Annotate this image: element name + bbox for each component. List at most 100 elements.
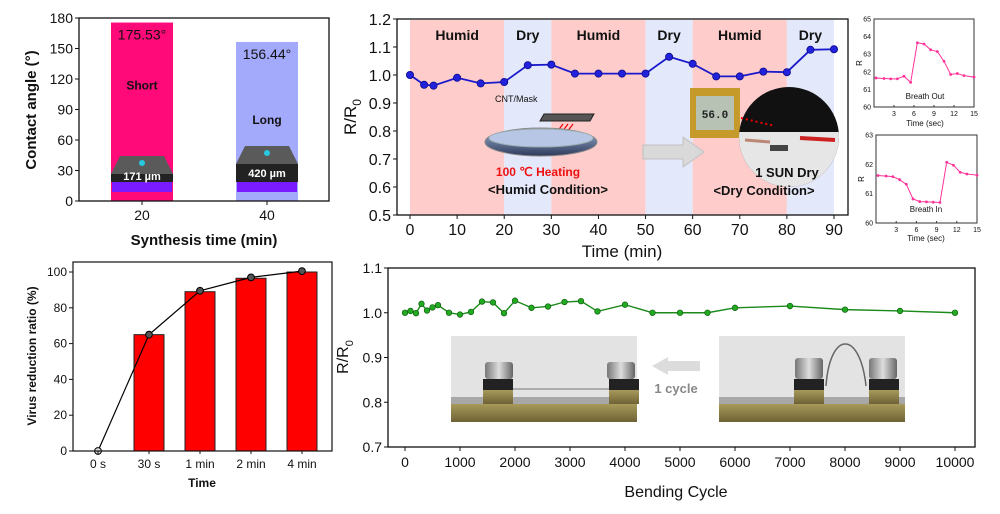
region-label: Humid <box>435 27 479 43</box>
y-tick-label: 0.6 <box>369 180 391 197</box>
left-arrow-icon <box>652 357 700 375</box>
y-tick-label: 0.7 <box>363 439 383 455</box>
x-tick-label: 20 <box>495 222 513 239</box>
y-axis-title: R <box>855 60 864 66</box>
x-tick-label: 9000 <box>884 454 915 470</box>
x-tick-label: 5000 <box>664 454 695 470</box>
breath-out-label: Breath Out <box>906 92 945 101</box>
y-tick-label: 30 <box>57 163 73 179</box>
data-point <box>434 301 442 309</box>
x-tick-label: 0 <box>401 454 409 470</box>
contact-angle-chart: 175.53° Short 156.44° Long 171 µm 420 µm 0 30… <box>23 10 330 249</box>
breath-out-chart: 60 61 62 63 64 65 3 6 9 12 15 Breath Out Time (sec… <box>855 17 978 129</box>
y-tick-label: 100 <box>47 265 67 279</box>
data-point <box>731 304 739 311</box>
y-tick-label: 0.9 <box>369 96 391 113</box>
substrate-layer <box>112 182 172 192</box>
data-point <box>429 81 438 90</box>
region-label: Dry <box>657 27 681 43</box>
condition-region <box>645 20 693 215</box>
plot-frame <box>72 261 333 452</box>
x-tick-label: 0 <box>406 222 415 239</box>
data-point <box>962 74 966 78</box>
y-tick-label: 60 <box>863 105 871 112</box>
data-point <box>915 41 919 45</box>
x-tick-label: 3000 <box>554 454 585 470</box>
y-tick-label: 0.5 <box>369 208 391 225</box>
y-tick-label: 180 <box>50 10 74 26</box>
x-axis-title: Synthesis time (min) <box>131 232 278 249</box>
data-point <box>935 50 939 53</box>
x-tick-label: 6 <box>912 111 916 118</box>
data-point <box>909 80 913 84</box>
data-point <box>467 308 475 316</box>
data-point <box>621 301 629 308</box>
multimeter-photo: 56.0 <box>690 88 740 138</box>
data-point <box>929 48 933 52</box>
y-tick-label: 63 <box>865 133 873 140</box>
x-tick-label: 12 <box>950 111 958 118</box>
y-tick-label: 65 <box>863 17 871 24</box>
x-tick-label: 60 <box>684 222 702 239</box>
x-axis-title: Time <box>188 476 216 490</box>
y-tick-label: 64 <box>863 34 871 41</box>
data-point <box>782 68 791 77</box>
data-point <box>898 178 901 181</box>
data-point <box>547 60 556 69</box>
cycle-label: 1 cycle <box>654 381 697 396</box>
right-arrow-icon <box>642 136 705 168</box>
data-point <box>429 304 436 311</box>
bar-name-label: Long <box>252 113 281 127</box>
x-axis-title: Time (min) <box>582 242 663 261</box>
data-point <box>704 309 711 316</box>
x-tick-label: 0 s <box>90 457 106 471</box>
data-point <box>500 310 508 317</box>
bar <box>184 291 216 452</box>
flat-device-photo <box>451 336 639 422</box>
data-point <box>298 267 306 276</box>
y-tick-label: 62 <box>863 69 871 76</box>
data-point <box>955 72 959 75</box>
data-point <box>544 303 552 310</box>
bending-cycle-chart: 1 cycle 0.7 0.8 0.9 1.0 1.1 0 1000 2000 3000 4000… <box>335 260 976 501</box>
data-point <box>895 77 899 81</box>
data-point <box>949 73 953 76</box>
sun-dry-label: 1 SUN Dry <box>755 165 819 180</box>
humid-condition-label: <Humid Condition> <box>488 182 608 197</box>
y-axis-title: Contact angle (°) <box>23 50 40 169</box>
data-point <box>922 42 926 46</box>
data-point <box>945 160 949 164</box>
data-point <box>830 45 839 54</box>
data-point <box>889 77 893 81</box>
series-line <box>409 48 835 87</box>
data-point <box>641 69 650 78</box>
x-tick-label: 2 min <box>236 457 265 471</box>
x-tick-label: 2000 <box>499 454 530 470</box>
mask-label: CNT/Mask <box>495 94 538 104</box>
data-point <box>902 74 906 78</box>
x-axis-title: Bending Cycle <box>624 484 727 501</box>
y-tick-label: 20 <box>54 408 68 422</box>
y-tick-label: 0 <box>65 193 73 209</box>
data-point <box>476 79 485 88</box>
data-point <box>412 310 420 317</box>
data-point <box>925 200 928 204</box>
svg-text:56.0: 56.0 <box>702 110 728 122</box>
bar <box>133 334 165 452</box>
bar <box>286 271 318 452</box>
x-tick-label: 9 <box>935 227 939 234</box>
data-point <box>145 330 153 339</box>
data-point <box>918 200 922 203</box>
data-point <box>688 59 697 68</box>
y-tick-label: 0 <box>60 444 67 458</box>
y-tick-label: 0.8 <box>369 124 391 141</box>
data-point <box>456 311 464 318</box>
x-tick-label: 12 <box>953 227 961 234</box>
x-tick-label: 6 <box>914 227 918 234</box>
x-axis-title: Time (sec) <box>906 119 944 128</box>
x-axis-title: Time (sec) <box>907 234 945 243</box>
data-point <box>418 300 425 307</box>
data-point <box>931 200 935 204</box>
data-point <box>423 307 431 314</box>
